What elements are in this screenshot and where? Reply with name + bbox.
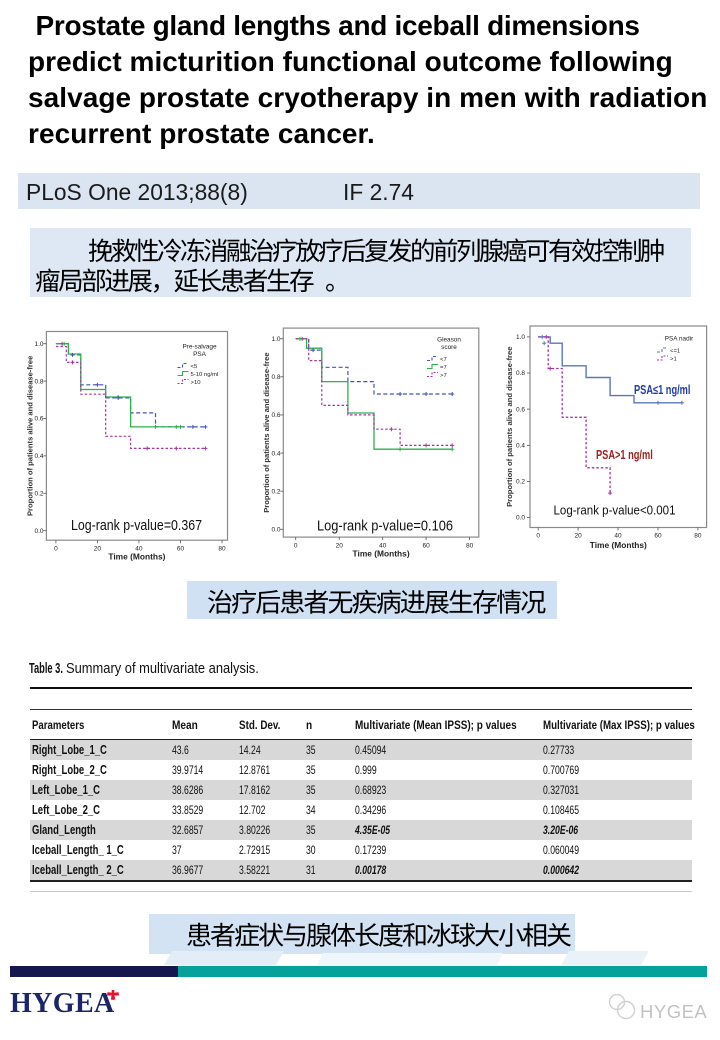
svg-text:<5: <5 [191,364,198,370]
svg-text:40: 40 [379,543,387,550]
svg-text:<=1: <=1 [670,349,680,355]
svg-text:Gleason: Gleason [437,337,461,344]
svg-text:0.8: 0.8 [516,370,525,377]
svg-text:>1: >1 [670,357,677,363]
svg-text:60: 60 [422,543,430,550]
svg-text:1.0: 1.0 [516,334,525,341]
svg-text:<7: <7 [440,357,447,363]
svg-text:20: 20 [574,533,582,540]
svg-text:0.2: 0.2 [516,479,525,486]
svg-text:Log-rank p-value=0.367: Log-rank p-value=0.367 [71,517,202,534]
svg-text:80: 80 [466,543,474,550]
svg-text:0.0: 0.0 [271,527,280,534]
svg-text:0: 0 [294,543,298,550]
svg-text:0: 0 [54,546,58,553]
svg-text:80: 80 [694,533,702,540]
svg-text:0.4: 0.4 [271,450,280,457]
svg-text:>7: >7 [440,373,447,379]
svg-text:40: 40 [614,533,622,540]
svg-text:20: 20 [94,546,102,553]
svg-text:0.0: 0.0 [34,528,43,535]
svg-text:Proportion of patients alive a: Proportion of patients alive and disease… [262,352,271,512]
svg-text:0.2: 0.2 [271,488,280,495]
svg-text:0.8: 0.8 [34,378,43,385]
svg-text:Time (Months): Time (Months) [590,540,647,550]
svg-text:Log-rank p-value<0.001: Log-rank p-value<0.001 [554,503,676,517]
svg-text:1.0: 1.0 [271,336,280,343]
svg-text:Time (Months): Time (Months) [353,549,410,559]
svg-text:Proportion of patients alive a: Proportion of patients alive and disease… [26,356,35,516]
svg-text:Time (Months): Time (Months) [108,552,165,562]
svg-text:Proportion of patients alive a: Proportion of patients alive and disease… [505,347,514,507]
svg-text:PSA nadir: PSA nadir [665,336,694,343]
svg-text:PSA: PSA [193,351,207,358]
svg-text:60: 60 [654,533,662,540]
svg-text:40: 40 [135,546,143,553]
svg-text:60: 60 [177,546,185,553]
svg-text:=7: =7 [440,365,447,371]
svg-text:5-10 ng/ml: 5-10 ng/ml [191,372,219,378]
svg-text:score: score [441,344,457,351]
svg-text:1.0: 1.0 [34,341,43,348]
svg-text:Log-rank p-value=0.106: Log-rank p-value=0.106 [317,518,453,535]
svg-text:20: 20 [336,543,344,550]
svg-text:0.4: 0.4 [34,453,43,460]
svg-text:>10: >10 [191,380,202,386]
svg-text:80: 80 [218,546,226,553]
svg-text:0.0: 0.0 [516,515,525,522]
svg-text:0.6: 0.6 [516,406,525,413]
svg-text:0.2: 0.2 [34,491,43,498]
svg-text:0.8: 0.8 [271,374,280,381]
svg-text:0.6: 0.6 [34,416,43,423]
svg-text:Pre-salvage: Pre-salvage [182,344,217,351]
svg-text:0.4: 0.4 [516,443,525,450]
svg-text:0.6: 0.6 [271,412,280,419]
svg-text:0: 0 [536,533,540,540]
